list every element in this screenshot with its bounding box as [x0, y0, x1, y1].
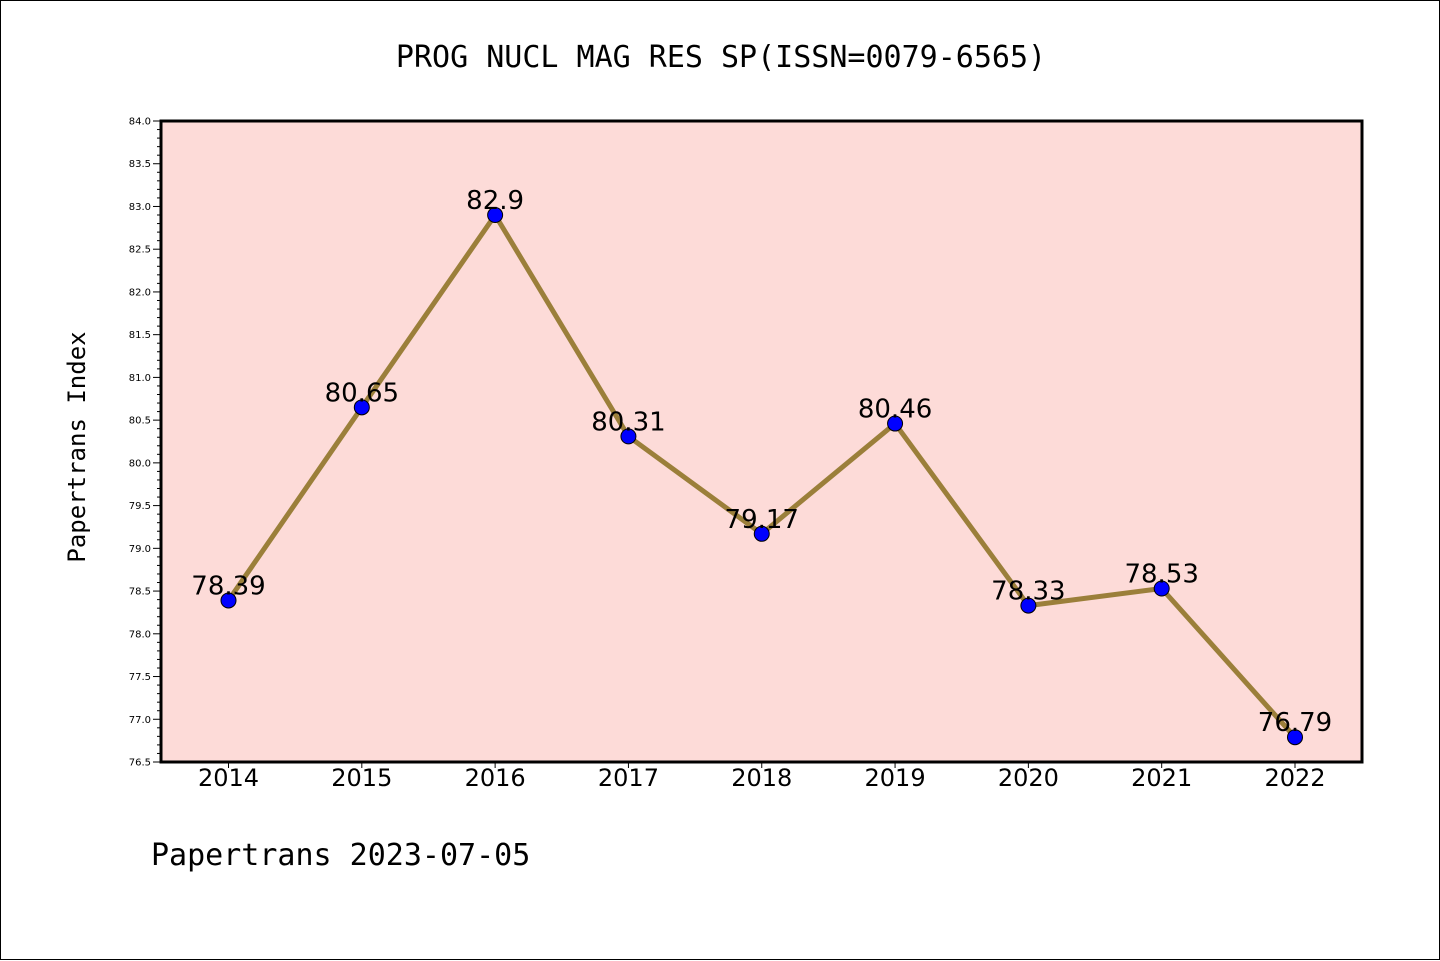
y-axis: 76.5 77.0 77.5 78.0 78.5 79.0 79.5 80.0 80.5 81.0…	[129, 117, 161, 769]
data-point	[353, 399, 370, 416]
y-tick-label: 78.5	[129, 587, 151, 598]
y-tick-label: 82.5	[129, 245, 151, 256]
data-point	[1153, 580, 1170, 597]
x-axis: 2014 2015 2016 2017 2018 2019 2020 2021 2022	[198, 762, 1326, 792]
x-tick-label: 2020	[998, 764, 1059, 792]
y-tick-label: 83.5	[129, 159, 151, 170]
y-tick-label: 80.5	[129, 416, 151, 427]
data-label: 78.33	[991, 577, 1065, 607]
x-tick-label: 2016	[465, 764, 526, 792]
data-point	[620, 428, 637, 445]
data-point	[487, 207, 504, 224]
y-tick-label: 76.5	[129, 758, 151, 769]
x-tick-label: 2019	[865, 764, 926, 792]
data-label: 79.17	[725, 505, 799, 535]
data-markers	[220, 207, 1303, 746]
data-point	[1287, 729, 1303, 746]
data-point	[1020, 597, 1037, 614]
x-tick-label: 2014	[198, 764, 259, 792]
footer-text: Papertrans 2023-07-05	[151, 838, 530, 873]
y-tick-label: 82.0	[129, 287, 151, 298]
data-point	[887, 415, 904, 432]
y-tick-label: 77.0	[129, 715, 151, 726]
data-label: 80.46	[858, 395, 932, 425]
data-label: 82.9	[466, 186, 524, 216]
data-labels: 78.39 80.65 82.9 80.31 79.17 80.46 78.33 78.53 7…	[191, 186, 1332, 738]
data-label: 76.79	[1258, 708, 1332, 738]
plot-area	[159, 119, 1364, 764]
x-tick-label: 2015	[331, 764, 392, 792]
x-tick-label: 2021	[1131, 764, 1192, 792]
x-tick-label: 2017	[598, 764, 659, 792]
y-tick-label: 77.5	[129, 672, 151, 683]
y-tick-label: 81.5	[129, 330, 151, 341]
y-axis-label: Papertrans Index	[63, 331, 91, 562]
data-label: 80.65	[325, 378, 399, 408]
y-tick-label: 79.5	[129, 501, 151, 512]
chart-title: PROG NUCL MAG RES SP(ISSN=0079-6565)	[396, 40, 1046, 75]
y-tick-label: 79.0	[129, 544, 151, 555]
data-label: 78.53	[1124, 560, 1198, 590]
x-tick-label: 2018	[731, 764, 792, 792]
y-tick-label: 78.0	[129, 629, 151, 640]
y-tick-label: 84.0	[129, 117, 151, 128]
data-label: 80.31	[591, 407, 665, 437]
data-point	[220, 592, 237, 609]
x-tick-label: 2022	[1264, 764, 1325, 792]
y-tick-label: 81.0	[129, 373, 151, 384]
y-tick-label: 83.0	[129, 202, 151, 213]
data-label: 78.39	[191, 571, 265, 601]
data-point	[753, 525, 770, 542]
y-tick-label: 80.0	[129, 458, 151, 469]
